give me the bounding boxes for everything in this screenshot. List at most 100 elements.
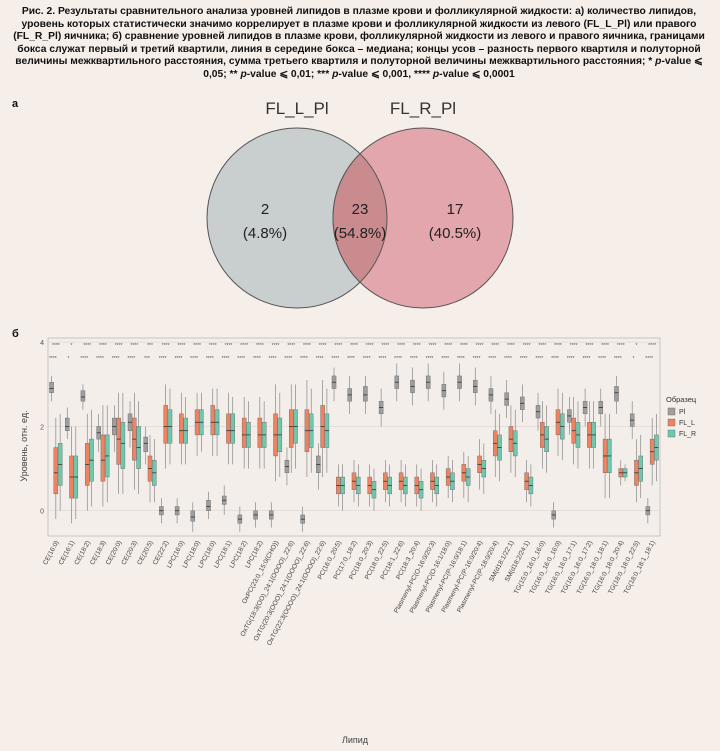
significance-label: ****	[410, 356, 418, 362]
legend-label: Pl	[679, 409, 686, 416]
significance-label: ****	[300, 356, 308, 362]
significance-label: ****	[130, 343, 138, 349]
legend-swatch-fl-r	[667, 429, 676, 438]
legend-swatch-fl-l	[667, 418, 676, 427]
significance-label: ****	[225, 343, 233, 349]
legend-label: FL_R	[679, 431, 696, 438]
significance-label: ****	[488, 356, 496, 362]
significance-label: ****	[413, 343, 421, 349]
legend-label: FL_L	[679, 420, 695, 427]
significance-label: ****	[617, 343, 625, 349]
box-pl	[143, 436, 148, 452]
venn-left-percent: (4.8%)	[243, 225, 287, 242]
significance-label: ****	[538, 343, 546, 349]
significance-label: ****	[601, 343, 609, 349]
significance-label: ****	[350, 343, 358, 349]
venn-diagram: FL_L_Pl FL_R_Pl 2 (4.8%) 23 (54.8%) 17 (…	[206, 99, 514, 309]
significance-label: ****	[96, 356, 104, 362]
box-pl	[363, 386, 368, 402]
box-fl-l	[288, 409, 294, 448]
venn-right-count: 17	[447, 201, 464, 218]
significance-label: *	[68, 356, 70, 362]
significance-label: ****	[80, 356, 88, 362]
significance-label: ****	[381, 343, 389, 349]
box-fl-l	[116, 417, 121, 465]
significance-label: ****	[648, 343, 656, 349]
significance-label: ****	[237, 356, 245, 362]
significance-label: ****	[174, 356, 182, 362]
venn-intersection-percent: (54.8%)	[334, 225, 387, 242]
box-fl-r	[230, 413, 235, 444]
significance-label: ****	[206, 356, 214, 362]
significance-label: ****	[554, 343, 562, 349]
significance-label: *	[632, 356, 634, 362]
significance-label: ****	[397, 343, 405, 349]
y-tick-label: 0	[40, 509, 44, 516]
venn-left-count: 2	[261, 201, 269, 218]
significance-label: ****	[319, 343, 327, 349]
significance-label: ****	[645, 356, 653, 362]
significance-label: ****	[523, 343, 531, 349]
box-fl-l	[100, 434, 106, 482]
significance-label: ****	[99, 343, 107, 349]
box-fl-l	[226, 413, 231, 444]
x-axis-title: Липид	[342, 735, 369, 745]
significance-label: ****	[476, 343, 484, 349]
y-axis-title: Уровень, отн. ед.	[19, 410, 29, 481]
significance-label: ***	[147, 343, 153, 349]
box-fl-l	[257, 417, 263, 448]
boxplot-chart: 420 ************************************…	[19, 337, 697, 745]
boxplot-legend: Образец Pl FL_L FL_R	[666, 395, 697, 438]
significance-label: ****	[598, 356, 606, 362]
significance-label: ****	[334, 343, 342, 349]
significance-label: ****	[115, 343, 123, 349]
box-fl-l	[53, 447, 59, 495]
significance-label: ****	[240, 343, 248, 349]
significance-label: ****	[520, 356, 528, 362]
significance-label: ****	[193, 343, 201, 349]
significance-label: ****	[256, 343, 264, 349]
significance-label: ****	[253, 356, 261, 362]
significance-label: ****	[491, 343, 499, 349]
box-pl	[80, 390, 86, 402]
venn-set-label-right: FL_R_Pl	[390, 99, 456, 118]
significance-label: ****	[347, 356, 355, 362]
significance-label: *	[71, 343, 73, 349]
panel-label-a: а	[12, 98, 19, 110]
venn-set-label-left: FL_L_Pl	[265, 99, 328, 118]
box-pl	[190, 510, 196, 522]
significance-label: ****	[535, 356, 543, 362]
significance-label: ****	[504, 356, 512, 362]
significance-label: ****	[366, 343, 374, 349]
significance-label: ****	[222, 356, 230, 362]
legend-title: Образец	[666, 395, 697, 404]
significance-label: ****	[316, 356, 324, 362]
box-pl	[65, 417, 70, 431]
significance-label: ****	[209, 343, 217, 349]
significance-label: ****	[582, 356, 590, 362]
box-pl	[614, 386, 619, 402]
box-pl	[206, 499, 211, 511]
boxplot-marks: ****************************************…	[49, 343, 659, 532]
significance-label: ****	[287, 343, 295, 349]
significance-label: ****	[457, 356, 465, 362]
significance-label: ****	[441, 356, 449, 362]
box-fl-l	[241, 417, 247, 448]
significance-label: ****	[49, 356, 57, 362]
box-fl-r	[120, 422, 126, 469]
y-tick-label: 4	[40, 340, 44, 347]
box-fl-l	[179, 413, 184, 444]
significance-label: ****	[83, 343, 91, 349]
significance-label: ****	[303, 343, 311, 349]
venn-intersection	[332, 152, 388, 284]
significance-label: ****	[269, 356, 277, 362]
significance-label: ****	[331, 356, 339, 362]
significance-label: ****	[162, 343, 170, 349]
significance-label: ****	[460, 343, 468, 349]
venn-right-percent: (40.5%)	[429, 225, 482, 242]
figure-caption: Рис. 2. Результаты сравнительного анализ…	[13, 6, 705, 80]
y-tick-label: 2	[40, 424, 44, 431]
significance-label: ****	[272, 343, 280, 349]
significance-label: ****	[507, 343, 515, 349]
significance-label: ****	[190, 356, 198, 362]
